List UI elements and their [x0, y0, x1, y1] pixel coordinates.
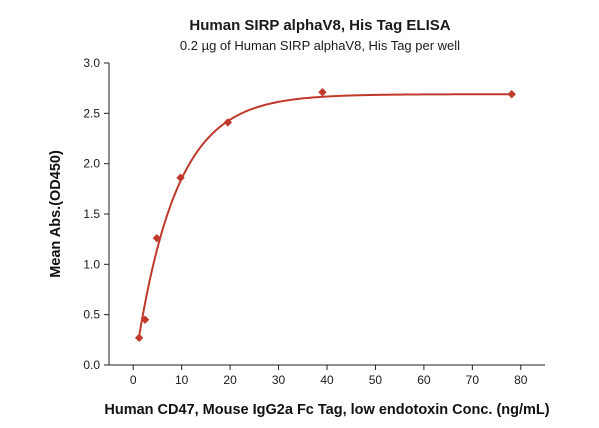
- x-ticks: 0 10 20 30 40 50 60 70 80: [130, 365, 528, 387]
- data-point: [176, 173, 185, 182]
- data-point: [140, 315, 150, 324]
- data-point: [507, 90, 516, 99]
- y-tick-label: 1.0: [83, 257, 100, 271]
- x-tick-label: 70: [466, 373, 480, 387]
- y-tick-label: 2.0: [83, 157, 100, 171]
- chart-subtitle: 0.2 µg of Human SIRP alphaV8, His Tag pe…: [180, 38, 460, 53]
- x-tick-label: 20: [223, 373, 237, 387]
- data-point: [152, 233, 162, 243]
- x-tick-label: 60: [417, 373, 431, 387]
- y-tick-label: 2.5: [83, 106, 100, 120]
- x-tick-label: 30: [272, 373, 286, 387]
- data-point: [223, 118, 233, 127]
- data-point: [318, 87, 327, 97]
- data-point: [134, 333, 144, 343]
- y-tick-label: 1.5: [83, 207, 100, 221]
- y-tick-label: 3.0: [83, 56, 100, 70]
- y-tick-label: 0.0: [83, 358, 100, 372]
- fit-curve: [138, 93, 511, 337]
- data-points: [134, 87, 516, 343]
- x-tick-label: 40: [320, 373, 334, 387]
- chart-title: Human SIRP alphaV8, His Tag ELISA: [189, 17, 450, 34]
- y-axis-label: Mean Abs.(OD450): [48, 150, 64, 278]
- y-tick-label: 0.5: [83, 308, 100, 322]
- axes: [108, 63, 545, 366]
- x-axis-label: Human CD47, Mouse IgG2a Fc Tag, low endo…: [104, 402, 549, 418]
- x-tick-label: 50: [369, 373, 383, 387]
- x-tick-label: 80: [514, 373, 528, 387]
- x-tick-label: 10: [175, 373, 189, 387]
- y-ticks: 0.0 0.5 1.0 1.5 2.0 2.5 3.0: [83, 56, 109, 372]
- x-tick-label: 0: [130, 373, 137, 387]
